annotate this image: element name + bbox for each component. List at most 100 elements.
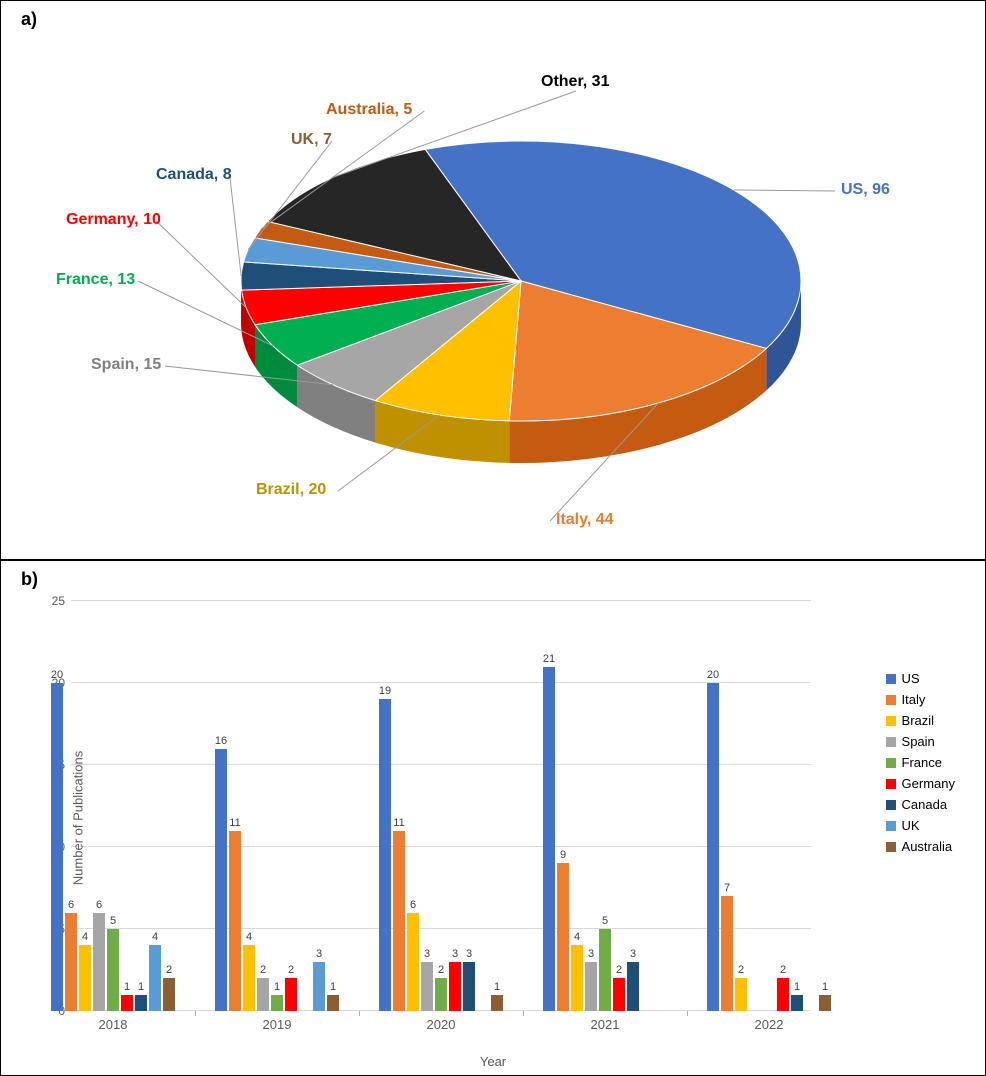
legend-label: Germany: [902, 776, 955, 791]
y-tick-label: 25: [52, 594, 65, 608]
bar-value-label: 6: [410, 899, 416, 911]
bar-value-label: 4: [574, 931, 580, 943]
gridline: [71, 600, 811, 601]
bar-brazil-2021: 4: [571, 945, 583, 1011]
panel-a: a) US, 96Italy, 44Brazil, 20Spain, 15Fra…: [0, 0, 986, 560]
legend-item-australia: Australia: [886, 839, 955, 854]
bar-value-label: 1: [330, 981, 336, 993]
bar-spain-2021: 3: [585, 962, 597, 1011]
gridline: [71, 928, 811, 929]
bar-germany-2022: 2: [777, 978, 789, 1011]
panel-b: b) 0510152025201820646511422019161142123…: [0, 560, 986, 1076]
bar-legend: US Italy Brazil Spain France Germany Canada UK A…: [886, 671, 955, 860]
bar-france-2018: 5: [107, 929, 119, 1011]
bar-us-2018: 20: [51, 683, 63, 1011]
bar-value-label: 16: [215, 735, 227, 747]
bar-value-label: 4: [246, 931, 252, 943]
bar-australia-2018: 2: [163, 978, 175, 1011]
bar-us-2019: 16: [215, 749, 227, 1011]
x-axis-title: Year: [480, 1054, 506, 1069]
x-group-label: 2020: [427, 1017, 456, 1032]
pie-chart: [1, 1, 986, 561]
legend-item-italy: Italy: [886, 692, 955, 707]
y-axis-title: Number of Publications: [71, 751, 86, 885]
bar-value-label: 2: [260, 964, 266, 976]
bar-canada-2021: 3: [627, 962, 639, 1011]
bar-uk-2018: 4: [149, 945, 161, 1011]
legend-swatch: [886, 821, 896, 831]
bar-value-label: 3: [630, 948, 636, 960]
bar-italy-2022: 7: [721, 896, 733, 1011]
bar-value-label: 2: [616, 964, 622, 976]
gridline: [71, 764, 811, 765]
bar-brazil-2019: 4: [243, 945, 255, 1011]
bar-value-label: 2: [166, 964, 172, 976]
bar-australia-2020: 1: [491, 995, 503, 1011]
x-group-label: 2022: [755, 1017, 784, 1032]
legend-swatch: [886, 674, 896, 684]
bar-value-label: 4: [152, 931, 158, 943]
bar-value-label: 1: [822, 981, 828, 993]
bar-value-label: 1: [138, 981, 144, 993]
bar-value-label: 19: [379, 685, 391, 697]
bar-uk-2019: 3: [313, 962, 325, 1011]
legend-label: UK: [902, 818, 920, 833]
bar-value-label: 5: [602, 915, 608, 927]
bar-france-2020: 2: [435, 978, 447, 1011]
legend-item-brazil: Brazil: [886, 713, 955, 728]
bar-value-label: 6: [68, 899, 74, 911]
pie-label-canada: Canada, 8: [156, 166, 232, 184]
bar-australia-2022: 1: [819, 995, 831, 1011]
bar-value-label: 7: [724, 882, 730, 894]
x-tick: [523, 1011, 524, 1016]
pie-label-other: Other, 31: [541, 73, 609, 91]
bar-spain-2020: 3: [421, 962, 433, 1011]
pie-leader: [734, 190, 835, 191]
legend-swatch: [886, 737, 896, 747]
pie-label-france: France, 13: [56, 271, 135, 289]
legend-label: US: [902, 671, 920, 686]
legend-swatch: [886, 842, 896, 852]
bar-brazil-2022: 2: [735, 978, 747, 1011]
bar-germany-2021: 2: [613, 978, 625, 1011]
bar-value-label: 9: [560, 849, 566, 861]
pie-label-italy: Italy, 44: [556, 511, 614, 529]
legend-swatch: [886, 695, 896, 705]
bar-germany-2020: 3: [449, 962, 461, 1011]
gridline: [71, 682, 811, 683]
bar-value-label: 2: [738, 964, 744, 976]
pie-label-spain: Spain, 15: [91, 356, 161, 374]
pie-leader: [156, 221, 246, 308]
legend-swatch: [886, 779, 896, 789]
bar-value-label: 2: [780, 964, 786, 976]
bar-value-label: 4: [82, 931, 88, 943]
bar-canada-2020: 3: [463, 962, 475, 1011]
legend-swatch: [886, 716, 896, 726]
bar-us-2021: 21: [543, 667, 555, 1011]
legend-swatch: [886, 758, 896, 768]
bar-spain-2019: 2: [257, 978, 269, 1011]
legend-label: Italy: [902, 692, 926, 707]
legend-label: France: [902, 755, 942, 770]
bar-value-label: 2: [288, 964, 294, 976]
legend-label: Spain: [902, 734, 935, 749]
bar-value-label: 20: [707, 669, 719, 681]
bar-value-label: 3: [424, 948, 430, 960]
bar-canada-2018: 1: [135, 995, 147, 1011]
bar-brazil-2018: 4: [79, 945, 91, 1011]
legend-label: Canada: [902, 797, 948, 812]
panel-b-label: b): [21, 569, 38, 590]
bar-value-label: 3: [316, 948, 322, 960]
x-tick: [687, 1011, 688, 1016]
bar-value-label: 21: [543, 653, 555, 665]
bar-us-2022: 20: [707, 683, 719, 1011]
legend-item-france: France: [886, 755, 955, 770]
bar-value-label: 20: [51, 669, 63, 681]
legend-swatch: [886, 800, 896, 810]
bar-italy-2018: 6: [65, 913, 77, 1011]
bar-value-label: 1: [494, 981, 500, 993]
x-group-label: 2018: [99, 1017, 128, 1032]
legend-item-uk: UK: [886, 818, 955, 833]
legend-label: Brazil: [902, 713, 935, 728]
gridline: [71, 846, 811, 847]
